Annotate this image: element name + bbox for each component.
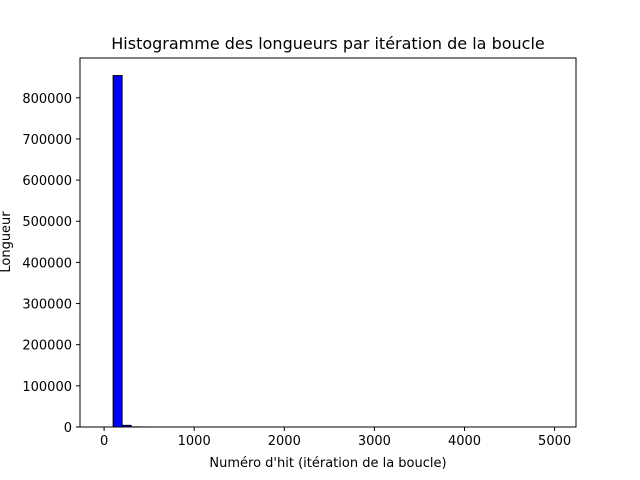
x-tick-label: 0 <box>100 434 108 449</box>
y-axis-label: Longueur <box>0 211 14 273</box>
y-tick-label: 800000 <box>22 92 72 107</box>
x-tick-label: 3000 <box>358 434 391 449</box>
y-tick-label: 200000 <box>22 339 72 354</box>
y-axis-ticks: 0 100000 200000 300000 400000 500000 600000 700… <box>22 92 80 436</box>
histogram-bar-0 <box>112 75 123 428</box>
x-tick-label: 1000 <box>178 434 211 449</box>
x-tick-label: 5000 <box>538 434 571 449</box>
y-tick-label: 0 <box>64 421 72 436</box>
y-tick-label: 700000 <box>22 133 72 148</box>
x-axis-label: Numéro d'hit (itération de la boucle) <box>209 456 446 471</box>
x-tick-label: 2000 <box>268 434 301 449</box>
x-axis-ticks: 0 1000 2000 3000 4000 5000 <box>100 427 571 449</box>
chart-title: Histogramme des longueurs par itération … <box>111 34 545 53</box>
y-tick-label: 600000 <box>22 174 72 189</box>
plot-frame <box>79 57 577 428</box>
y-tick-label: 500000 <box>22 215 72 230</box>
y-tick-label: 300000 <box>22 298 72 313</box>
x-tick-label: 4000 <box>448 434 481 449</box>
y-tick-label: 100000 <box>22 380 72 395</box>
y-tick-label: 400000 <box>22 256 72 271</box>
plot-area <box>80 58 576 427</box>
